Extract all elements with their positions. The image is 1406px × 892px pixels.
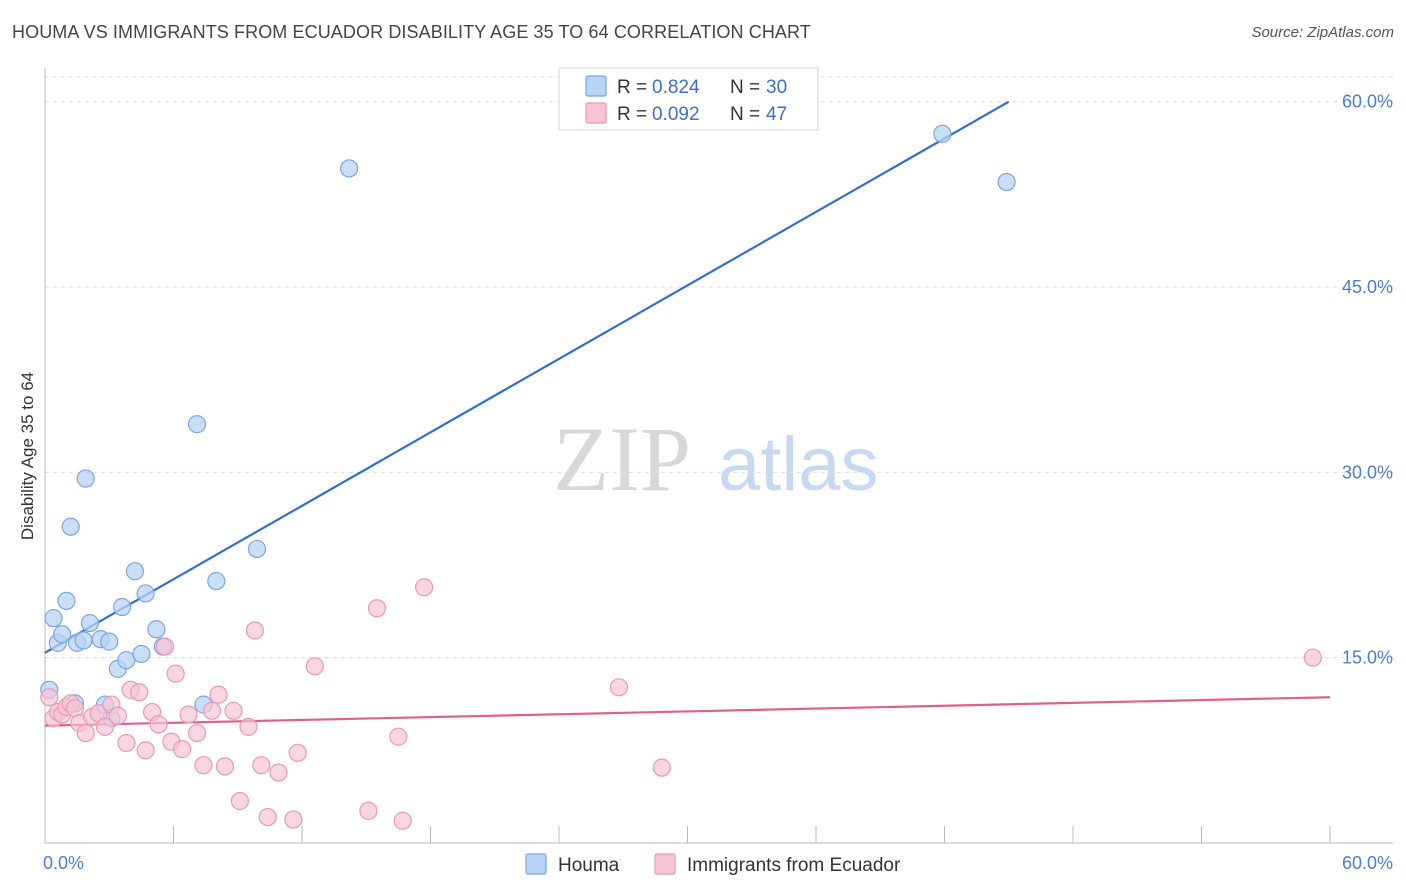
data-point-ecuador — [130, 683, 149, 702]
axes — [44, 68, 1393, 844]
data-point-ecuador — [187, 723, 207, 743]
data-point-houma — [44, 609, 63, 628]
bottom-legend-swatch-ecuador — [654, 853, 676, 875]
data-point-ecuador — [166, 664, 185, 683]
trend-line-ecuador — [44, 696, 1331, 727]
data-point-ecuador — [40, 688, 59, 707]
data-point-ecuador — [224, 701, 243, 720]
data-point-houma — [997, 172, 1016, 192]
legend-swatch-ecuador — [585, 102, 607, 124]
chart-source: Source: ZipAtlas.com — [1251, 24, 1394, 41]
legend-r-label-1: R = — [617, 77, 647, 98]
data-point-ecuador — [252, 756, 271, 775]
data-point-ecuador — [269, 763, 288, 782]
data-point-houma — [57, 591, 76, 610]
legend-n-value-1: 30 — [766, 77, 787, 98]
data-point-ecuador — [245, 621, 264, 640]
y-tick-label: 15.0% — [1342, 648, 1393, 668]
data-point-houma — [100, 632, 119, 651]
data-point-ecuador — [609, 678, 629, 697]
data-point-ecuador — [239, 717, 258, 736]
data-point-ecuador — [155, 637, 175, 656]
data-point-houma — [340, 159, 359, 178]
legend-n-label-1: N = — [730, 77, 760, 98]
data-point-ecuador — [95, 717, 115, 736]
data-point-ecuador — [117, 733, 136, 753]
data-point-houma — [187, 415, 207, 434]
x-tick-label-min: 0.0% — [43, 853, 84, 873]
bottom-legend-label-ecuador: Immigrants from Ecuador — [687, 855, 901, 876]
data-point-ecuador — [209, 685, 228, 704]
data-point-ecuador — [393, 811, 412, 830]
data-point-houma — [53, 625, 72, 644]
tick-labels: 15.0% 30.0% 45.0% 60.0% 0.0% 60.0% — [43, 92, 1393, 873]
legend-n-label-2: N = — [730, 104, 760, 125]
data-point-houma — [147, 620, 166, 639]
data-point-houma — [933, 124, 952, 143]
data-point-ecuador — [149, 715, 168, 734]
data-point-ecuador — [389, 727, 408, 746]
data-point-ecuador — [108, 706, 127, 725]
data-point-ecuador — [367, 599, 387, 618]
legend-r-value-2: 0.092 — [652, 104, 700, 125]
data-point-ecuador — [652, 758, 671, 777]
data-point-ecuador — [202, 701, 222, 720]
bottom-legend-label-houma: Houma — [558, 855, 620, 876]
data-point-ecuador — [136, 741, 155, 760]
data-point-houma — [112, 597, 132, 617]
legend: R = 0.824 N = 30 R = 0.092 N = 47 — [558, 67, 819, 131]
data-point-ecuador — [215, 757, 234, 776]
chart-title: HOUMA VS IMMIGRANTS FROM ECUADOR DISABIL… — [12, 22, 811, 42]
y-tick-label: 60.0% — [1342, 92, 1393, 112]
data-point-ecuador — [414, 578, 434, 597]
y-axis-label: Disability Age 35 to 64 — [18, 372, 37, 540]
legend-swatch-houma — [585, 75, 607, 97]
data-point-ecuador — [305, 657, 324, 676]
data-point-houma — [125, 562, 145, 581]
y-tick-label: 30.0% — [1342, 462, 1393, 482]
data-point-houma — [136, 584, 155, 603]
legend-r-value-1: 0.824 — [652, 77, 700, 98]
grid-lines — [45, 76, 1393, 659]
data-point-ecuador — [194, 756, 213, 775]
data-point-ecuador — [230, 791, 249, 811]
series-ecuador — [40, 578, 1322, 830]
data-point-houma — [74, 631, 93, 650]
x-tick-label-max: 60.0% — [1342, 853, 1393, 873]
data-point-ecuador — [1303, 648, 1322, 667]
data-point-houma — [132, 644, 151, 664]
data-point-houma — [61, 517, 80, 536]
data-point-houma — [80, 613, 100, 633]
watermark-zip: ZIP — [553, 408, 691, 510]
data-point-ecuador — [284, 810, 303, 829]
bottom-legend-swatch-houma — [525, 853, 547, 875]
data-point-ecuador — [288, 743, 307, 762]
data-point-houma — [247, 539, 267, 559]
trend-lines — [44, 100, 1331, 727]
data-point-ecuador — [258, 807, 277, 827]
trend-line-houma — [44, 100, 1010, 654]
legend-n-value-2: 47 — [766, 104, 787, 125]
data-point-houma — [207, 571, 226, 591]
data-point-ecuador — [359, 801, 378, 820]
y-tick-label: 45.0% — [1342, 277, 1393, 297]
data-point-ecuador — [179, 705, 198, 724]
watermark-atlas: atlas — [718, 422, 879, 507]
data-point-ecuador — [76, 723, 95, 743]
bottom-legend: Houma Immigrants from Ecuador — [525, 853, 901, 876]
data-point-ecuador — [172, 740, 192, 759]
data-point-houma — [76, 469, 95, 488]
legend-r-label-2: R = — [617, 104, 647, 125]
